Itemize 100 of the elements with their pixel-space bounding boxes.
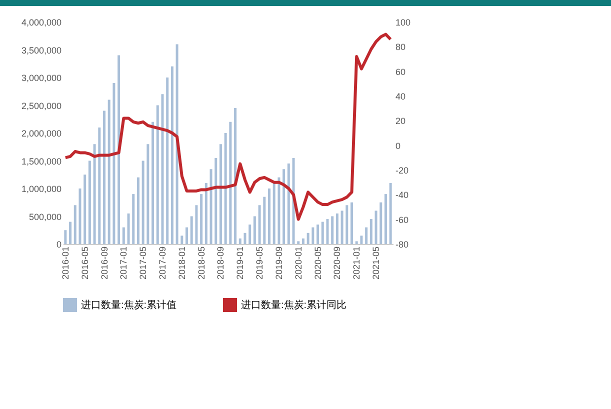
x-tick-label: 2021-05 — [371, 246, 382, 280]
bar — [302, 238, 304, 244]
y2-tick-label: -60 — [396, 214, 409, 225]
bar — [74, 205, 76, 244]
bar — [108, 100, 110, 244]
y2-tick-label: -80 — [396, 240, 409, 250]
bar — [146, 144, 150, 244]
line-series — [64, 32, 392, 221]
bar — [229, 122, 232, 244]
bar — [166, 78, 169, 244]
x-tick-label: 2018-09 — [216, 246, 226, 280]
x-tick-label: 2021-01 — [352, 246, 362, 280]
bar — [384, 194, 387, 244]
bar — [248, 224, 252, 244]
bar — [190, 216, 193, 244]
y-tick-label: 2,500,000 — [21, 100, 62, 111]
x-tick-label: 2019-09 — [274, 246, 284, 280]
y-tick-label: 1,000,000 — [21, 184, 62, 194]
bar — [331, 216, 334, 244]
bar — [98, 127, 101, 244]
x-tick-label: 2016-05 — [80, 246, 90, 280]
bar — [258, 205, 261, 244]
y2-tick-label: -40 — [396, 190, 409, 200]
y-tick-label: 0 — [56, 240, 62, 250]
bar — [64, 230, 67, 244]
bar — [312, 227, 314, 244]
bar — [282, 169, 286, 244]
bar — [200, 194, 203, 244]
bar — [253, 216, 256, 244]
bar — [214, 158, 218, 244]
bar — [170, 66, 174, 244]
bar — [180, 236, 184, 244]
bar — [210, 169, 212, 244]
bar — [132, 194, 135, 244]
bar — [370, 219, 372, 244]
bar — [186, 227, 188, 244]
bar — [355, 241, 358, 244]
bar — [297, 241, 300, 244]
x-tick-label: 2018-05 — [196, 246, 206, 280]
x-tick-label: 2017-01 — [118, 246, 129, 280]
x-tick-label: 2019-01 — [235, 246, 246, 280]
bar — [136, 177, 140, 244]
bar — [263, 196, 266, 244]
bar — [336, 213, 338, 244]
y-tick-label: 500,000 — [28, 212, 62, 222]
bar — [321, 222, 324, 244]
y-tick-label: 2,000,000 — [21, 128, 62, 138]
bar — [272, 182, 276, 244]
bar — [69, 222, 72, 244]
bar — [204, 182, 208, 244]
bar — [287, 164, 290, 244]
bar — [389, 182, 392, 244]
bar — [78, 188, 82, 244]
legend-label: 进口数量:焦炭:累计同比 — [241, 299, 347, 311]
y2-tick-label: 40 — [396, 92, 406, 102]
y2-tick-label: 0 — [396, 140, 401, 151]
bar — [346, 205, 348, 244]
bar — [93, 144, 96, 244]
bar — [365, 227, 368, 244]
bar — [161, 94, 164, 244]
x-tick-label: 2019-05 — [254, 246, 265, 280]
y-tick-label: 3,500,000 — [21, 45, 62, 56]
bar — [224, 133, 227, 244]
bar — [84, 174, 86, 244]
x-tick-label: 2018-01 — [176, 246, 187, 280]
bar — [350, 202, 353, 244]
x-tick-label: 2020-05 — [312, 246, 323, 280]
bar — [326, 219, 329, 244]
y2-tick-label: 60 — [396, 66, 406, 77]
bar — [176, 44, 178, 244]
bar — [380, 202, 382, 244]
bar — [122, 227, 125, 244]
bar — [118, 55, 120, 244]
bar — [103, 110, 106, 244]
y2-tick-label: 80 — [396, 42, 406, 52]
bar — [278, 177, 280, 244]
bar — [316, 224, 320, 244]
bar — [195, 205, 198, 244]
bar — [374, 210, 378, 244]
bar — [127, 213, 130, 244]
x-tick-label: 2016-09 — [99, 246, 110, 280]
bar — [340, 210, 344, 244]
bar — [152, 122, 154, 244]
bar — [268, 188, 270, 244]
y-tick-label: 1,500,000 — [21, 156, 62, 166]
y-tick-label: 3,000,000 — [21, 73, 62, 83]
y-tick-label: 4,000,000 — [21, 18, 62, 28]
y2-tick-label: -20 — [396, 166, 409, 176]
x-tick-label: 2016-01 — [60, 246, 70, 280]
bar — [142, 160, 144, 244]
bar — [156, 105, 159, 244]
bar — [88, 160, 91, 244]
y2-tick-label: 100 — [396, 18, 411, 28]
bar — [234, 108, 237, 244]
bar — [219, 144, 222, 244]
bar — [238, 238, 242, 244]
x-tick-label: 2017-05 — [138, 246, 148, 280]
bar — [112, 83, 116, 244]
bar — [360, 236, 363, 244]
bar — [244, 232, 246, 244]
